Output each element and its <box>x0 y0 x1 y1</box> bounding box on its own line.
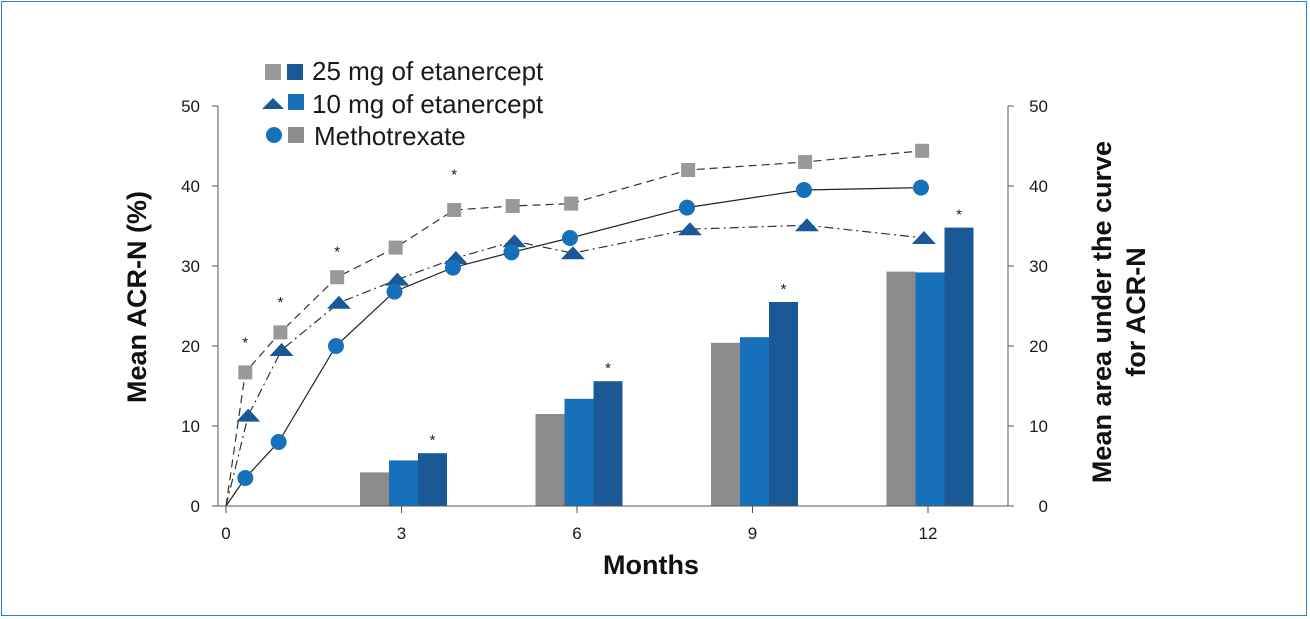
triangle-marker <box>236 408 261 422</box>
square-marker <box>447 203 462 217</box>
x-tick-label: 9 <box>748 524 757 543</box>
significance-star: * <box>956 207 962 224</box>
right-y-tick-label: 40 <box>1029 177 1048 196</box>
significance-markers: * * * * * * * * <box>242 167 962 450</box>
bar <box>564 398 594 506</box>
legend-bar-swatch-dark-blue <box>287 64 303 80</box>
circle-marker <box>503 244 520 261</box>
square-marker <box>505 199 520 213</box>
left-y-tick-label: 20 <box>181 337 200 356</box>
bar <box>535 414 565 506</box>
x-tick-label: 3 <box>397 524 406 543</box>
triangle-marker <box>560 246 585 260</box>
legend-square-marker <box>265 64 281 80</box>
bar <box>740 337 769 506</box>
circle-marker <box>386 283 403 300</box>
x-tick-label: 6 <box>572 524 581 543</box>
legend-item-25mg: 25 mg of etanercept <box>265 56 544 86</box>
series-line <box>225 150 923 507</box>
circle-marker <box>912 179 929 196</box>
circle-marker <box>795 182 812 198</box>
left-y-tick-label: 0 <box>191 497 200 516</box>
x-tick-label: 12 <box>919 524 938 543</box>
triangle-marker <box>326 295 351 309</box>
significance-star: * <box>781 281 787 298</box>
significance-star: * <box>605 360 611 377</box>
bar <box>915 272 945 506</box>
bar <box>593 381 623 506</box>
legend-label: 25 mg of etanercept <box>312 56 544 86</box>
circle-marker <box>678 199 695 216</box>
right-y-tick-label: 20 <box>1029 337 1048 356</box>
right-y-tick-label: 10 <box>1029 417 1048 436</box>
bar <box>711 342 740 506</box>
circle-marker <box>237 470 254 486</box>
right-axis-title-line1: Mean area under the curve <box>1087 141 1117 483</box>
right-y-tick-label: 0 <box>1039 497 1048 516</box>
bar <box>944 227 974 506</box>
square-marker <box>238 365 253 380</box>
square-marker <box>798 155 813 169</box>
bar <box>769 302 798 506</box>
legend-label: Methotrexate <box>314 121 466 151</box>
triangle-marker <box>677 222 702 236</box>
markers-layer <box>236 143 936 486</box>
left-y-tick-label: 30 <box>181 257 200 276</box>
significance-star: * <box>451 167 457 184</box>
significance-star: * <box>430 432 436 449</box>
right-axis-title-line2: for ACR-N <box>1121 247 1151 376</box>
square-marker <box>681 163 696 177</box>
legend: 25 mg of etanercept 10 mg of etanercept … <box>262 56 544 151</box>
legend-label: 10 mg of etanercept <box>312 89 544 119</box>
circle-marker <box>270 434 287 450</box>
left-y-tick-label: 40 <box>181 177 200 196</box>
circle-marker <box>327 338 344 354</box>
triangle-marker <box>911 231 936 244</box>
legend-bar-swatch-gray <box>288 127 304 143</box>
bar <box>886 271 916 506</box>
axes-layer <box>217 106 1009 507</box>
legend-circle-marker <box>266 127 282 143</box>
legend-item-10mg: 10 mg of etanercept <box>262 89 544 119</box>
bar <box>418 453 447 506</box>
left-y-tick-label: 50 <box>181 97 200 116</box>
right-y-tick-label: 30 <box>1029 257 1048 276</box>
x-axis-title: Months <box>603 550 699 580</box>
circle-marker <box>561 230 578 246</box>
triangle-marker <box>385 272 410 286</box>
square-marker <box>388 240 403 255</box>
right-y-tick-label: 50 <box>1029 97 1048 116</box>
significance-star: * <box>334 243 340 260</box>
circle-marker <box>444 259 461 276</box>
square-marker <box>564 196 579 211</box>
triangle-marker <box>794 218 819 232</box>
ticks-layer: 0 10 20 30 40 50 0 10 20 30 40 50 0 3 6 9 12 <box>181 97 1048 543</box>
left-y-tick-label: 10 <box>181 417 200 436</box>
legend-bar-swatch-blue <box>288 94 304 110</box>
legend-item-methotrexate: Methotrexate <box>266 121 466 151</box>
significance-star: * <box>242 335 248 352</box>
triangle-marker <box>502 234 527 248</box>
x-tick-label: 0 <box>221 524 230 543</box>
square-marker <box>330 270 345 285</box>
square-marker <box>273 325 288 340</box>
left-axis-title: Mean ACR-N (%) <box>122 191 152 403</box>
square-marker <box>915 143 930 158</box>
bar <box>389 460 418 506</box>
bar <box>360 472 389 506</box>
bars-layer <box>360 227 974 506</box>
triangle-marker <box>269 343 294 356</box>
legend-triangle-marker <box>262 98 284 109</box>
significance-star: * <box>277 294 283 311</box>
